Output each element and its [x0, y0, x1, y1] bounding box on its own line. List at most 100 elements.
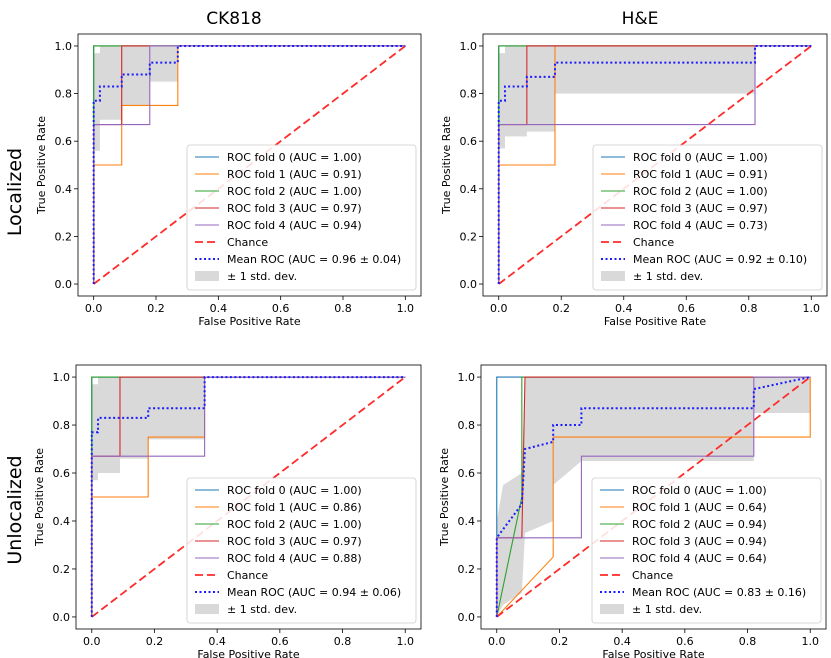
legend-box [591, 477, 822, 624]
y-tick-label: 0.0 [55, 278, 73, 291]
legend-label: ROC fold 0 (AUC = 1.00) [227, 484, 362, 497]
x-tick-label: 0.0 [490, 302, 508, 315]
mean-roc-line [497, 44, 812, 285]
x-tick-label: 0.2 [147, 302, 165, 315]
y-tick-label: 1.0 [460, 40, 478, 53]
legend-box [592, 144, 823, 291]
axes-frame [77, 33, 422, 297]
x-tick-label: 0.8 [740, 302, 758, 315]
y-axis-label: True Positive Rate [33, 448, 46, 547]
row-title-localized: Localized [4, 148, 26, 236]
roc-fold-4-line [496, 376, 811, 617]
legend-label: ± 1 std. dev. [227, 270, 297, 283]
legend-label: Mean ROC (AUC = 0.92 ± 0.10) [633, 253, 807, 266]
y-tick-label: 0.6 [460, 135, 478, 148]
x-tick-label: 0.6 [676, 635, 694, 648]
y-tick-label: 0.6 [458, 467, 476, 480]
legend-box [186, 144, 417, 291]
y-tick-label: 0.0 [458, 611, 476, 624]
legend-label: ROC fold 1 (AUC = 0.86) [227, 501, 362, 514]
y-tick-label: 0.0 [53, 611, 71, 624]
legend-label: ± 1 std. dev. [633, 270, 703, 283]
y-tick-label: 0.4 [55, 183, 73, 196]
legend-label: ROC fold 2 (AUC = 1.00) [633, 185, 768, 198]
roc-panel-ck818-localized: 0.0 0.0 0.2 0.2 0.4 0.4 0.6 0.6 0.8 0.8 1.0 1.0 Fals… [35, 33, 422, 328]
legend-label: ROC fold 1 (AUC = 0.91) [633, 168, 768, 181]
x-tick-label: 0.8 [739, 635, 757, 648]
plot-area [495, 376, 811, 618]
axes-frame [75, 364, 422, 630]
legend-label: ROC fold 3 (AUC = 0.94) [632, 535, 767, 548]
roc-panel-he-localized: 0.0 0.0 0.2 0.2 0.4 0.4 0.6 0.6 0.8 0.8 1.0 1.0 Fals… [440, 33, 828, 328]
x-tick-label: 0.0 [83, 635, 101, 648]
y-tick-label: 0.8 [458, 419, 476, 432]
legend-label: Chance [632, 569, 673, 582]
legend-label: ROC fold 3 (AUC = 0.97) [227, 202, 362, 215]
y-tick-label: 0.8 [55, 88, 73, 101]
roc-panel-ck818-unlocalized: 0.0 0.0 0.2 0.2 0.4 0.4 0.6 0.6 0.8 0.8 1.0 1.0 Fals… [33, 364, 422, 658]
legend-swatch-band [195, 271, 219, 281]
y-axis-label: True Positive Rate [35, 116, 48, 215]
legend-label: ROC fold 3 (AUC = 0.97) [227, 535, 362, 548]
legend-label: Chance [227, 569, 268, 582]
legend: ROC fold 0 (AUC = 1.00) ROC fold 1 (AUC =… [186, 144, 417, 291]
y-tick-label: 0.2 [53, 563, 71, 576]
y-tick-label: 0.2 [458, 563, 476, 576]
legend-label: ROC fold 4 (AUC = 0.64) [632, 552, 767, 565]
legend-box [186, 477, 417, 624]
legend-label: Mean ROC (AUC = 0.94 ± 0.06) [227, 586, 401, 599]
y-tick-label: 1.0 [53, 371, 71, 384]
legend-label: ROC fold 4 (AUC = 0.88) [227, 552, 362, 565]
std-dev-band [498, 45, 812, 149]
y-tick-label: 0.6 [53, 467, 71, 480]
x-tick-label: 0.6 [271, 635, 289, 648]
x-tick-label: 1.0 [397, 302, 415, 315]
x-tick-label: 0.4 [613, 635, 631, 648]
std-dev-band [91, 377, 406, 481]
y-tick-label: 0.8 [460, 88, 478, 101]
legend-label: ROC fold 0 (AUC = 1.00) [227, 151, 362, 164]
legend-label: Mean ROC (AUC = 0.83 ± 0.16) [632, 586, 806, 599]
x-axis-label: False Positive Rate [604, 315, 706, 328]
std-dev-band [93, 45, 406, 151]
legend: ROC fold 0 (AUC = 1.00) ROC fold 1 (AUC =… [592, 144, 823, 291]
roc-fold-1-line [496, 377, 811, 618]
x-tick-label: 1.0 [803, 302, 821, 315]
legend-label: ROC fold 2 (AUC = 1.00) [227, 518, 362, 531]
row-title-unlocalized: Unlocalized [4, 455, 26, 564]
axes-frame [480, 364, 827, 630]
y-axis-label: True Positive Rate [440, 116, 453, 215]
legend-label: ROC fold 0 (AUC = 1.00) [632, 484, 767, 497]
legend-label: Chance [633, 236, 674, 249]
column-title-he: H&E [622, 9, 659, 29]
legend-label: ROC fold 2 (AUC = 0.94) [632, 518, 767, 531]
column-title-ck818: CK818 [206, 9, 261, 29]
y-tick-label: 0.2 [460, 230, 478, 243]
y-tick-label: 0.2 [55, 230, 73, 243]
y-tick-label: 0.4 [460, 183, 478, 196]
x-tick-label: 0.6 [678, 302, 696, 315]
legend: ROC fold 0 (AUC = 1.00) ROC fold 1 (AUC =… [186, 477, 417, 624]
legend: ROC fold 0 (AUC = 1.00) ROC fold 1 (AUC =… [591, 477, 822, 624]
x-tick-label: 0.6 [272, 302, 290, 315]
x-axis-label: False Positive Rate [198, 315, 300, 328]
legend-label: ROC fold 2 (AUC = 1.00) [227, 185, 362, 198]
y-tick-label: 0.8 [53, 419, 71, 432]
x-tick-label: 0.2 [551, 635, 569, 648]
legend-swatch-band [195, 604, 219, 614]
x-tick-label: 0.8 [334, 635, 352, 648]
legend-swatch-band [600, 604, 624, 614]
axes-frame [482, 33, 828, 297]
legend-label: ROC fold 4 (AUC = 0.73) [633, 219, 768, 232]
x-axis-label: False Positive Rate [197, 648, 299, 658]
x-tick-label: 0.8 [334, 302, 352, 315]
legend-label: ± 1 std. dev. [632, 603, 702, 616]
mean-roc-line [92, 44, 406, 285]
y-tick-label: 0.4 [53, 515, 71, 528]
x-tick-label: 0.4 [615, 302, 633, 315]
legend-label: ± 1 std. dev. [227, 603, 297, 616]
mean-roc-line [495, 376, 811, 617]
legend-swatch-band [601, 271, 625, 281]
legend-label: ROC fold 1 (AUC = 0.64) [632, 501, 767, 514]
